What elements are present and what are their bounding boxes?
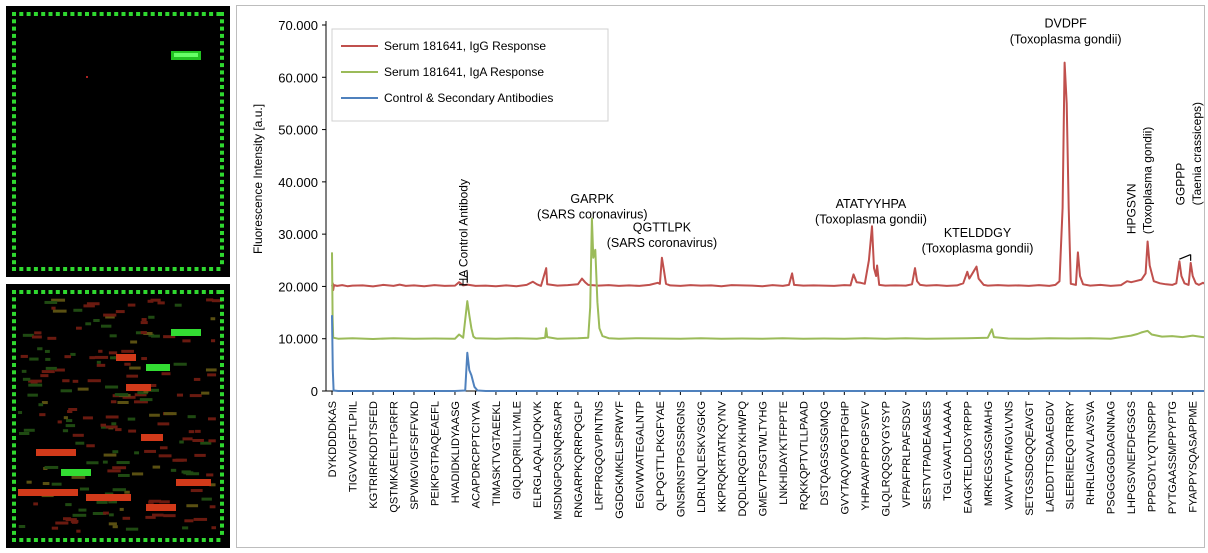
x-tick-label: LDRLNQLESKVSGKG	[696, 401, 708, 513]
x-tick-label: SESTVTPADEAASES	[921, 401, 933, 510]
annotation-label: KTELDDGY	[944, 226, 1012, 240]
annotation-label: (SARS coronavirus)	[607, 236, 717, 250]
annotation-label: (SARS coronavirus)	[537, 207, 647, 221]
x-tick-label: RHRLIGAVVLAVSVA	[1085, 400, 1097, 505]
y-tick-label: 30.000	[278, 227, 318, 242]
x-tick-label: TGLGVAATLAAAAA	[942, 400, 954, 501]
y-axis-label: Fluorescence Intensity [a.u.]	[251, 104, 265, 254]
annotation-label: (Toxoplasma gondii)	[815, 213, 927, 227]
annotation-layer: HA Control Antibody GARPK(SARS coronaviru…	[456, 17, 1204, 287]
x-tick-label: EGIVWVATEGALNTP	[634, 401, 646, 509]
x-axis: DYKDDDDKAS TIGVVVIGFTLPIIL KGTRIRFKDDTSFED…	[326, 390, 1200, 520]
annotation-label: (Toxoplasma gondii)	[1141, 127, 1155, 234]
legend-box	[331, 28, 609, 122]
y-tick-label: 0	[311, 384, 318, 399]
x-tick-label: FYAPPYSQASAPPME	[1188, 401, 1200, 513]
annotation-label: ATATYYHPA	[836, 197, 907, 211]
annotation-label: (Toxoplasma gondii)	[922, 241, 1034, 255]
y-axis: 0 10.000 20.000 30.000 40.000 50.000 60.000 70.…	[278, 18, 327, 399]
x-tick-label: LAEDDTTSDAAEGDV	[1044, 400, 1056, 512]
microarray-scan-igg	[12, 12, 224, 271]
x-tick-label: HVADIDKLIDYAASG	[450, 401, 462, 503]
y-tick-label: 10.000	[278, 332, 318, 347]
x-tick-label: GVYTAQVVPGTPGHP	[839, 401, 851, 515]
line-chart: 0 10.000 20.000 30.000 40.000 50.000 60.000 70.…	[251, 17, 1208, 520]
x-tick-label: MSDNGPQSNQRSAPR	[552, 401, 564, 520]
x-tick-label: PEIKPGTPAQEAEFL	[429, 401, 441, 506]
x-tick-label: SETGSSDGQQEAVGT	[1024, 401, 1036, 516]
annotation-label: DVDPF	[1044, 17, 1087, 31]
annotation-label: HA Control Antibody	[456, 179, 470, 286]
x-tick-label: SPVMGVIGFSFFVKD	[409, 401, 421, 510]
x-tick-label: KKPRQKRTATKQYNV	[716, 400, 728, 512]
series-line	[331, 61, 1208, 292]
x-tick-label: VFPAFPRLPAFSDSV	[901, 400, 913, 507]
y-tick-label: 20.000	[278, 279, 318, 294]
x-tick-label: RNGARPKQRRPQGLP	[573, 401, 585, 518]
x-tick-label: GLQLRQQSQYGYSYP	[880, 401, 892, 517]
annotation-label: QGTTLPK	[633, 221, 692, 235]
series-line	[331, 217, 1208, 340]
x-tick-label: PPPGDYLYQTNSPPP	[1147, 401, 1159, 512]
x-tick-label: QSTMKAEELTPGRFR	[388, 401, 400, 513]
x-tick-label: TIGVVVIGFTLPIIL	[347, 401, 359, 492]
microarray-image-bottom	[6, 284, 230, 548]
legend-label: Serum 181641, IgG Response	[384, 39, 546, 53]
x-tick-label: GGDGKMKELSPRWYF	[614, 401, 626, 519]
microarray-scan-iga	[12, 290, 224, 542]
chart-panel: 0 10.000 20.000 30.000 40.000 50.000 60.000 70.…	[236, 5, 1208, 548]
x-tick-label: GMEVTPSGTWLTYHG	[757, 401, 769, 516]
y-tick-label: 60.000	[278, 70, 318, 85]
y-tick-label: 70.000	[278, 18, 318, 33]
annotation-label: GARPK	[570, 192, 614, 206]
x-tick-label: PYTGAASSMPPYPTG	[1167, 401, 1179, 514]
x-tick-label: RQKKQPTVTLLPAAD	[798, 401, 810, 510]
x-tick-label: DSTQAGSGSGMQG	[819, 401, 831, 506]
x-tick-label: GIQLDQRIILLYMLE	[511, 401, 523, 499]
x-tick-label: TIMASKTVGTAEEKL	[491, 401, 503, 506]
y-tick-label: 40.000	[278, 175, 318, 190]
x-tick-label: QLPQGTTLPKGFYAE	[655, 401, 667, 511]
x-tick-label: DYKDDDDKAS	[327, 401, 339, 477]
x-tick-label: VAVVFVVFMGVLVNS	[1003, 401, 1015, 510]
x-tick-label: DQDLIRQGDYKHWPQ	[737, 401, 749, 517]
x-tick-label: KGTRIRFKDDTSFED	[368, 401, 380, 509]
microarray-image-top	[6, 6, 230, 277]
annotation-leader	[1179, 253, 1191, 260]
series-line	[331, 315, 1208, 392]
annotation-label: (Taenia crassiceps)	[1190, 102, 1204, 205]
x-tick-label: ACAPDRCPPTCIYVA	[470, 400, 482, 508]
y-tick-label: 50.000	[278, 123, 318, 138]
legend-label: Serum 181641, IgA Response	[384, 65, 544, 79]
legend-label: Control & Secondary Antibodies	[384, 91, 553, 105]
x-tick-label: LNKHIDAYKTFPPTE	[778, 401, 790, 505]
x-tick-label: SLEERIEEQGTRRRY	[1065, 400, 1077, 509]
x-tick-label: LHPGSVNEFDFGSGS	[1126, 401, 1138, 514]
x-tick-label: ELRGLAQALIDQKVK	[532, 400, 544, 508]
legend: Serum 181641, IgG Response Serum 181641, …	[331, 28, 609, 122]
annotation-label: HPGSVN	[1124, 183, 1138, 234]
x-tick-label: YHPAAVPPPGPSVFV	[860, 400, 872, 510]
x-tick-label: LRFPRGQGVPINTNS	[593, 401, 605, 510]
series-layer	[331, 61, 1208, 392]
annotation-label: GGPPP	[1174, 163, 1188, 206]
x-tick-label: GNSRNSTPGSSRGNS	[675, 401, 687, 517]
annotation-label: (Toxoplasma gondii)	[1010, 32, 1122, 46]
x-tick-label: MRKEGSGSGMAHG	[983, 401, 995, 506]
x-tick-label: EAGKTELDDGYRPPP	[962, 401, 974, 513]
x-tick-label: PSGGGGGDAGNNAG	[1106, 401, 1118, 514]
